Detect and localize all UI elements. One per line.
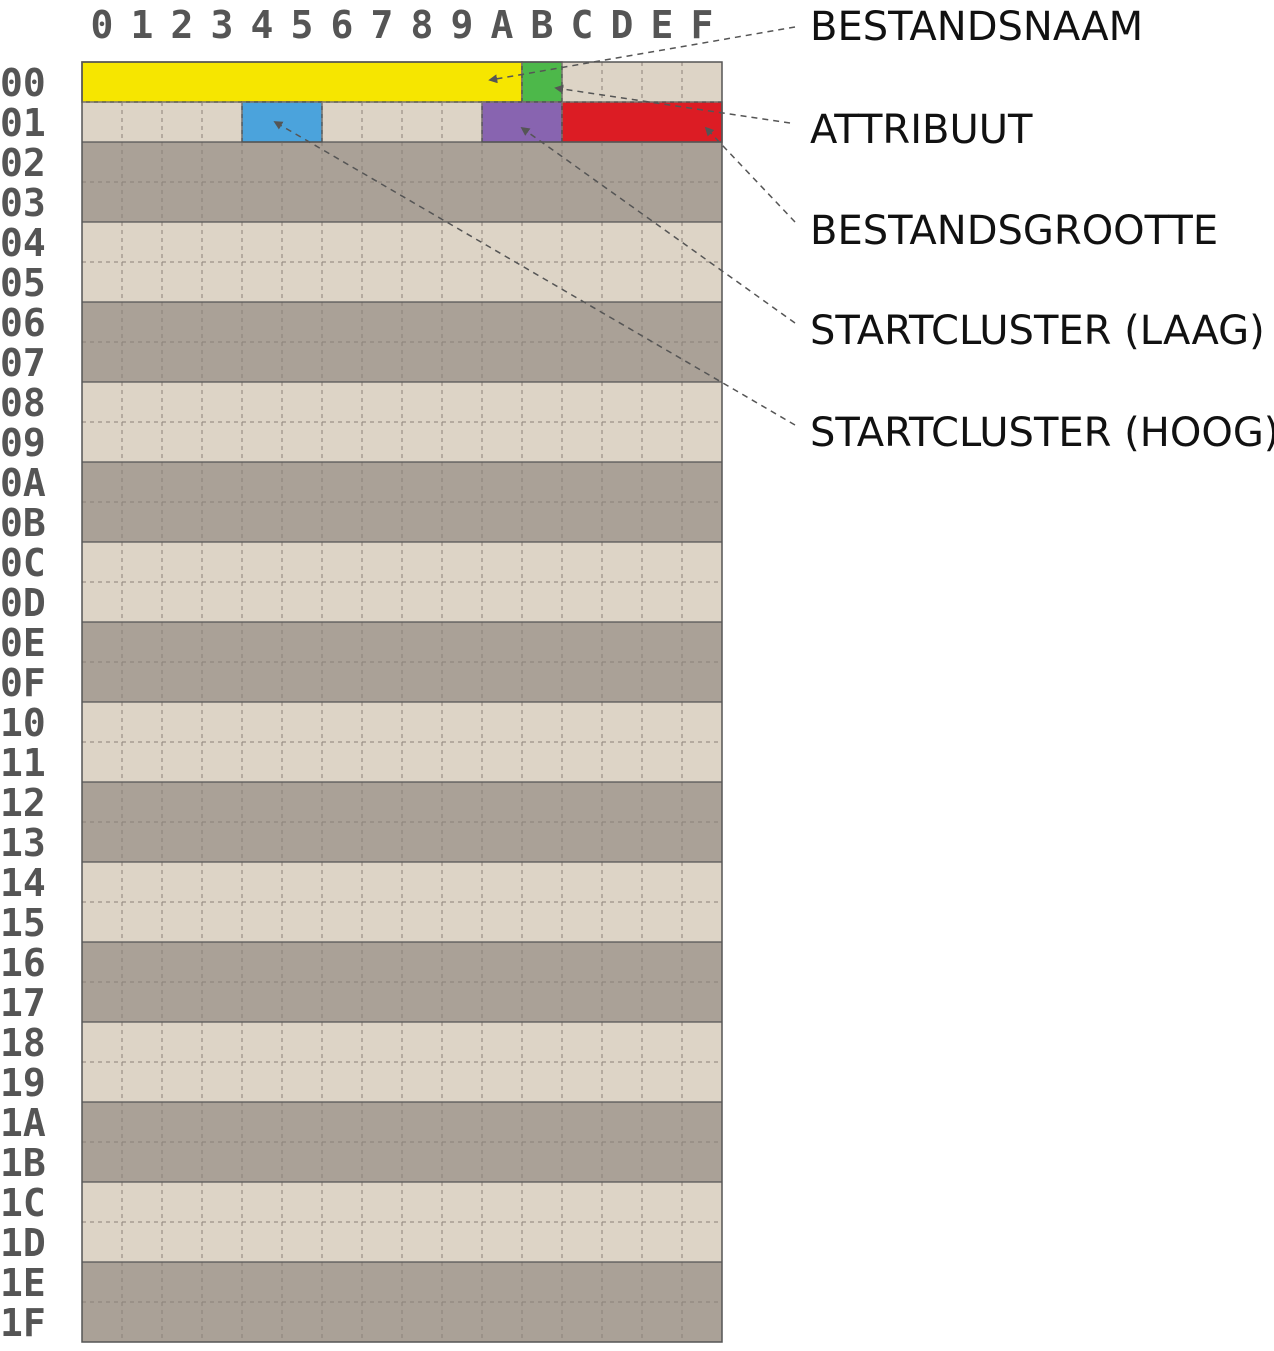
field-block-start-cluster-low [481, 101, 563, 143]
leader-arrow-start-cluster-low [520, 126, 796, 324]
row-label: 0D [0, 581, 46, 625]
row-label: 0B [0, 501, 46, 545]
column-label: 6 [331, 3, 354, 47]
row-label: 1C [0, 1181, 46, 1225]
callout-attribute: ATTRIBUUT [810, 107, 1033, 153]
callout-start-cluster-low: STARTCLUSTER (LAAG) [810, 308, 1265, 354]
row-label: 19 [0, 1061, 46, 1105]
field-block-filename [81, 61, 523, 103]
row-label: 03 [0, 181, 46, 225]
column-label: 9 [451, 3, 474, 47]
row-label: 1B [0, 1141, 46, 1185]
column-label: A [491, 3, 514, 47]
column-label: E [651, 3, 674, 47]
row-label: 12 [0, 781, 46, 825]
row-label: 07 [0, 341, 46, 385]
byte-grid [81, 61, 723, 1343]
leader-arrow-start-cluster-high [273, 121, 796, 426]
column-label: 1 [131, 3, 154, 47]
row-label: 17 [0, 981, 46, 1025]
row-label: 0A [0, 461, 46, 505]
field-block-start-cluster-high [241, 101, 323, 143]
row-label: 1A [0, 1101, 46, 1145]
row-labels: 000102030405060708090A0B0C0D0E0F10111213… [0, 61, 46, 1345]
row-label: 05 [0, 261, 46, 305]
column-label: B [531, 3, 554, 47]
row-label: 0F [0, 661, 46, 705]
row-label: 01 [0, 101, 46, 145]
row-label: 10 [0, 701, 46, 745]
row-label: 09 [0, 421, 46, 465]
row-label: 11 [0, 741, 46, 785]
column-label: 5 [291, 3, 314, 47]
row-label: 0E [0, 621, 46, 665]
row-label: 15 [0, 901, 46, 945]
column-label: C [571, 3, 594, 47]
row-label: 1E [0, 1261, 46, 1305]
column-label: 8 [411, 3, 434, 47]
leader-arrow-filename [488, 26, 796, 84]
row-label: 02 [0, 141, 46, 185]
callout-start-cluster-high: STARTCLUSTER (HOOG) [810, 410, 1274, 456]
column-label: 7 [371, 3, 394, 47]
row-label: 13 [0, 821, 46, 865]
row-label: 1D [0, 1221, 46, 1265]
row-label: 1F [0, 1301, 46, 1345]
callout-file-size: BESTANDSGROOTTE [810, 208, 1218, 254]
column-label: 0 [91, 3, 114, 47]
grid-outline [81, 61, 723, 1343]
row-label: 0C [0, 541, 46, 585]
callout-filename: BESTANDSNAAM [810, 4, 1143, 50]
column-label: D [611, 3, 634, 47]
row-label: 08 [0, 381, 46, 425]
row-label: 04 [0, 221, 46, 265]
row-label: 18 [0, 1021, 46, 1065]
column-label: 4 [251, 3, 274, 47]
column-label: 3 [211, 3, 234, 47]
row-label: 06 [0, 301, 46, 345]
row-label: 16 [0, 941, 46, 985]
column-label: F [691, 3, 714, 47]
row-label: 14 [0, 861, 46, 905]
callout-labels: BESTANDSNAAM ATTRIBUUT BESTANDSGROOTTE STAR… [810, 4, 1274, 456]
callout-leaders [273, 26, 796, 426]
field-block-file-size [561, 101, 723, 143]
column-label: 2 [171, 3, 194, 47]
row-label: 00 [0, 61, 46, 105]
